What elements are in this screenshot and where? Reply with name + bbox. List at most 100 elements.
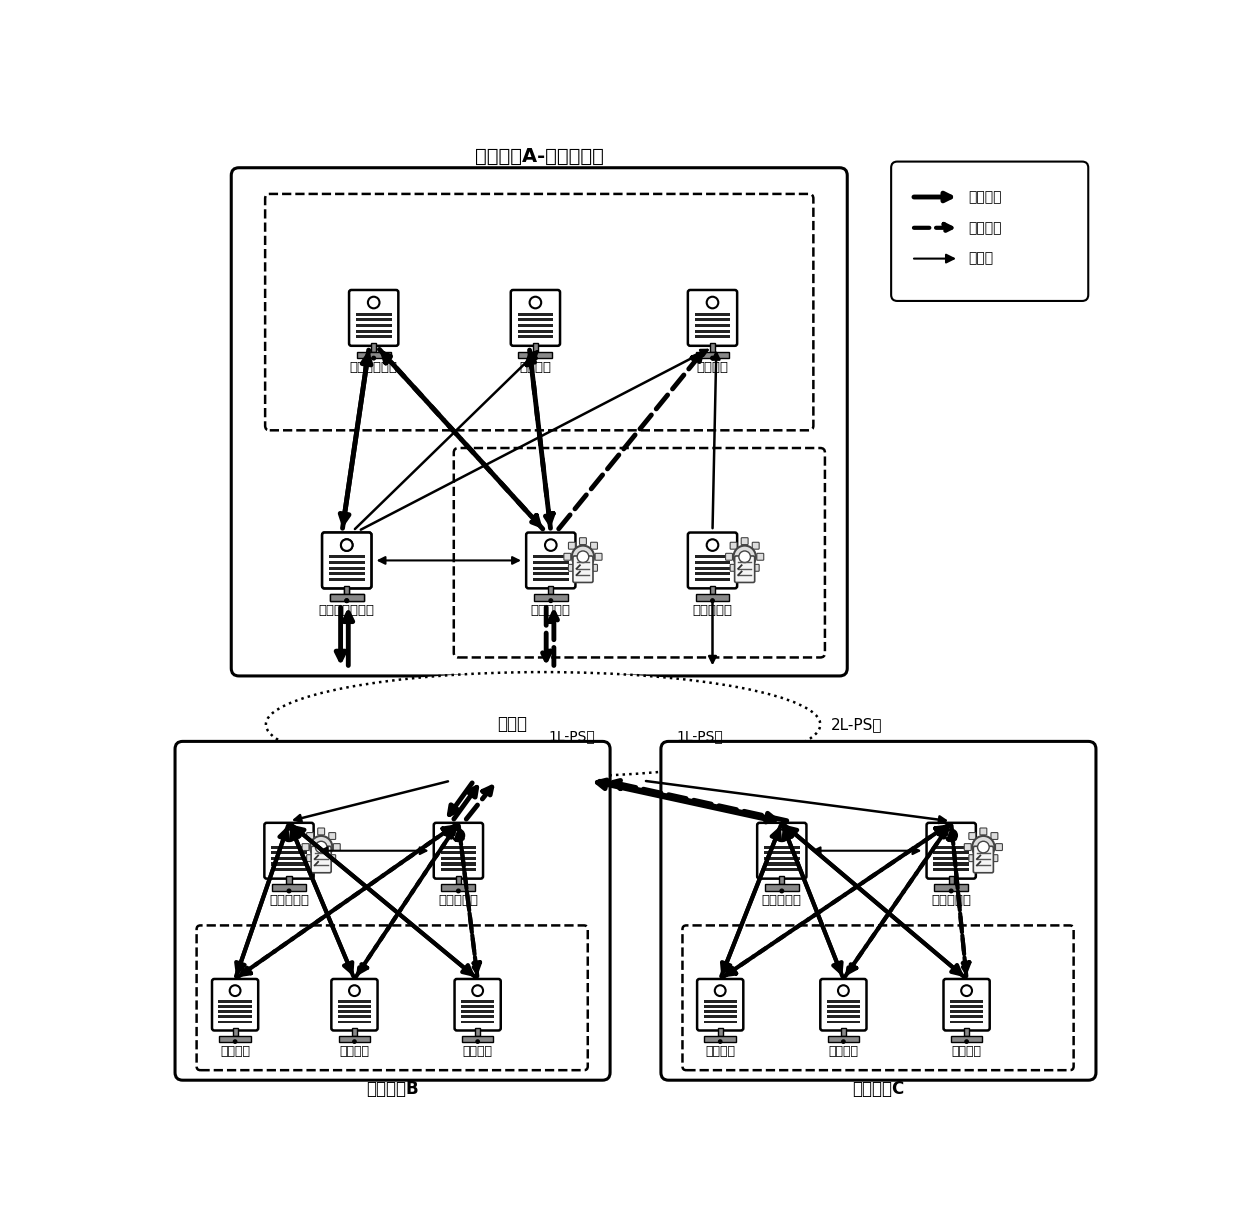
Bar — [694, 335, 730, 339]
FancyBboxPatch shape — [454, 448, 825, 657]
Bar — [219, 1035, 250, 1041]
Bar — [841, 1028, 846, 1035]
FancyBboxPatch shape — [980, 828, 987, 835]
FancyBboxPatch shape — [311, 846, 331, 873]
Bar — [343, 586, 350, 595]
Bar — [694, 324, 730, 327]
Bar — [827, 1020, 861, 1023]
Bar — [827, 1000, 861, 1003]
Circle shape — [977, 841, 990, 853]
Bar — [764, 846, 800, 848]
Text: 1L-PS层: 1L-PS层 — [548, 729, 595, 744]
FancyBboxPatch shape — [455, 979, 501, 1030]
Bar — [950, 1020, 983, 1023]
FancyBboxPatch shape — [590, 564, 598, 571]
Bar — [704, 1035, 737, 1041]
Bar — [703, 1011, 737, 1013]
FancyBboxPatch shape — [434, 822, 484, 879]
FancyBboxPatch shape — [212, 979, 258, 1030]
Bar — [330, 595, 363, 601]
Bar — [475, 1028, 480, 1035]
Text: 全局参数服务器: 全局参数服务器 — [319, 603, 374, 617]
Bar — [440, 851, 476, 854]
Circle shape — [718, 1040, 722, 1043]
Bar — [461, 1035, 494, 1041]
FancyBboxPatch shape — [730, 564, 737, 571]
FancyBboxPatch shape — [197, 926, 588, 1070]
Circle shape — [711, 356, 714, 359]
Text: 1L-PS层: 1L-PS层 — [676, 729, 723, 744]
Bar — [934, 884, 968, 891]
Bar — [329, 561, 365, 564]
Bar — [286, 876, 291, 884]
Bar — [218, 1011, 252, 1013]
Text: 工作节点: 工作节点 — [520, 361, 552, 374]
FancyBboxPatch shape — [579, 538, 587, 544]
FancyBboxPatch shape — [926, 822, 976, 879]
Bar — [518, 352, 552, 358]
Bar — [694, 555, 730, 559]
FancyBboxPatch shape — [996, 843, 1002, 851]
Bar — [696, 595, 729, 601]
Bar — [371, 343, 377, 352]
Bar — [696, 352, 729, 358]
FancyBboxPatch shape — [317, 859, 325, 867]
Bar — [934, 846, 970, 848]
Bar — [709, 343, 715, 352]
FancyBboxPatch shape — [329, 854, 336, 862]
Circle shape — [546, 539, 557, 551]
FancyBboxPatch shape — [573, 556, 593, 582]
FancyBboxPatch shape — [892, 161, 1089, 300]
Bar — [827, 1016, 861, 1018]
Circle shape — [345, 599, 348, 602]
Bar — [517, 313, 553, 316]
Bar — [329, 566, 365, 570]
Bar — [950, 1000, 983, 1003]
Circle shape — [549, 599, 553, 602]
Circle shape — [456, 889, 460, 892]
Bar — [330, 595, 363, 601]
Text: 工作节点: 工作节点 — [340, 1045, 370, 1057]
Bar — [356, 324, 392, 327]
Bar — [950, 1011, 983, 1013]
Circle shape — [353, 1040, 356, 1043]
FancyBboxPatch shape — [264, 822, 314, 879]
Text: 主控工作节点: 主控工作节点 — [350, 361, 398, 374]
Circle shape — [972, 836, 994, 858]
Bar — [356, 313, 392, 316]
Bar — [934, 863, 970, 865]
Bar — [329, 577, 365, 581]
Bar — [440, 863, 476, 865]
Bar — [356, 319, 392, 321]
Circle shape — [707, 539, 718, 551]
Bar — [517, 319, 553, 321]
Bar — [950, 1016, 983, 1018]
Text: 工作节点: 工作节点 — [463, 1045, 492, 1057]
Text: 中心机构A-参与者模式: 中心机构A-参与者模式 — [475, 148, 604, 166]
Circle shape — [707, 297, 718, 308]
FancyBboxPatch shape — [821, 979, 867, 1030]
Bar — [779, 876, 785, 884]
Bar — [272, 884, 306, 891]
Bar — [218, 1006, 252, 1008]
Bar — [218, 1016, 252, 1018]
Text: 模型更新: 模型更新 — [968, 220, 1002, 235]
Bar — [272, 846, 306, 848]
Bar — [533, 561, 569, 564]
Bar — [337, 1006, 371, 1008]
FancyBboxPatch shape — [688, 533, 737, 588]
FancyBboxPatch shape — [526, 533, 575, 588]
Bar — [533, 566, 569, 570]
FancyBboxPatch shape — [568, 543, 575, 549]
FancyBboxPatch shape — [756, 553, 764, 560]
Bar — [703, 1020, 737, 1023]
FancyBboxPatch shape — [758, 822, 806, 879]
Circle shape — [714, 985, 725, 996]
Bar — [461, 1016, 495, 1018]
Bar — [329, 572, 365, 575]
Bar — [764, 868, 800, 872]
Circle shape — [372, 356, 376, 359]
FancyBboxPatch shape — [742, 569, 748, 576]
Bar — [965, 1028, 970, 1035]
Bar — [934, 868, 970, 872]
